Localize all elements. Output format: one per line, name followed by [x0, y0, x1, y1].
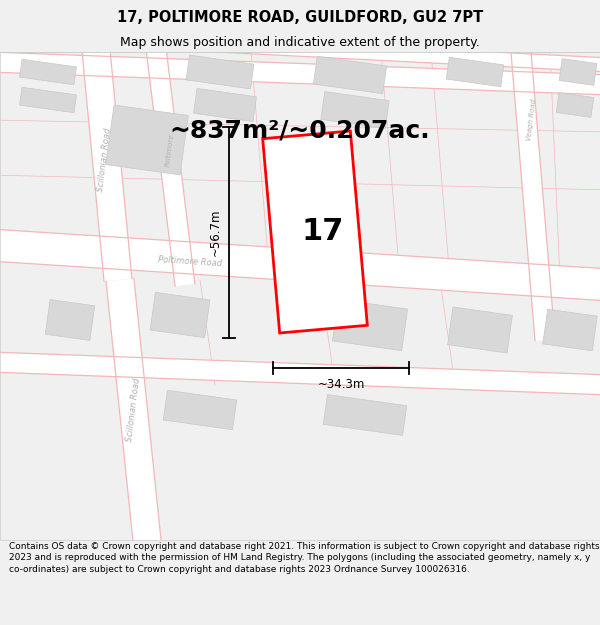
Text: 17: 17: [302, 217, 344, 246]
Polygon shape: [20, 88, 76, 112]
Polygon shape: [81, 39, 132, 281]
Polygon shape: [45, 299, 95, 341]
Text: Scillonian Road: Scillonian Road: [125, 378, 142, 442]
Text: Map shows position and indicative extent of the property.: Map shows position and indicative extent…: [120, 36, 480, 49]
Polygon shape: [106, 279, 162, 551]
Polygon shape: [510, 39, 555, 341]
Polygon shape: [0, 352, 600, 395]
Polygon shape: [543, 309, 597, 351]
Polygon shape: [446, 58, 504, 87]
Text: Veagh Road: Veagh Road: [526, 99, 538, 141]
Polygon shape: [0, 229, 600, 301]
Text: Contains OS data © Crown copyright and database right 2021. This information is : Contains OS data © Crown copyright and d…: [9, 542, 599, 574]
Polygon shape: [0, 52, 600, 95]
Text: 17, POLTIMORE ROAD, GUILDFORD, GU2 7PT: 17, POLTIMORE ROAD, GUILDFORD, GU2 7PT: [117, 11, 483, 26]
Text: Poltimore Road: Poltimore Road: [158, 256, 222, 269]
Polygon shape: [332, 299, 407, 351]
Polygon shape: [145, 39, 195, 286]
Polygon shape: [448, 307, 512, 353]
Polygon shape: [321, 92, 389, 128]
Polygon shape: [106, 105, 188, 175]
Polygon shape: [194, 89, 256, 121]
Polygon shape: [118, 33, 600, 72]
Text: ~34.3m: ~34.3m: [317, 378, 365, 391]
Polygon shape: [313, 56, 386, 94]
Polygon shape: [150, 292, 210, 338]
Polygon shape: [20, 59, 76, 85]
Polygon shape: [263, 131, 367, 333]
Text: ~837m²/~0.207ac.: ~837m²/~0.207ac.: [170, 118, 430, 142]
Polygon shape: [556, 92, 594, 118]
Text: ~56.7m: ~56.7m: [209, 208, 222, 256]
Polygon shape: [186, 55, 254, 89]
Text: Scillonian Road: Scillonian Road: [95, 127, 112, 192]
Polygon shape: [323, 394, 407, 436]
Polygon shape: [559, 59, 597, 86]
Polygon shape: [163, 390, 237, 430]
Text: Poltimore: Poltimore: [165, 133, 175, 167]
